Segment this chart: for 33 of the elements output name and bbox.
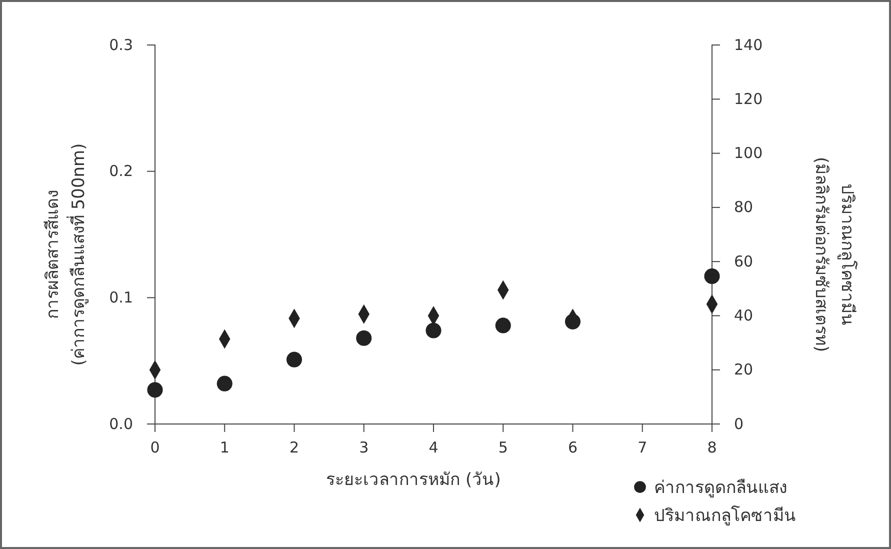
legend-label: ค่าการดูดกลืนแสง (654, 478, 787, 498)
point (704, 268, 720, 284)
x-tick-label: 5 (498, 438, 508, 457)
point (356, 330, 372, 346)
y-tick-label: 0.3 (109, 36, 133, 54)
x-tick-label: 6 (568, 438, 578, 457)
point (286, 352, 302, 368)
y2-tick-label: 80 (734, 198, 754, 216)
y-axis-title: การผลิตสารสีแดง (ค่าการดูดกลืนแสงที่ 500nm) (43, 143, 89, 366)
y2-tick-label: 120 (734, 90, 763, 108)
x-axis-title: ระยะเวลาการหมัก (วัน) (326, 470, 501, 490)
y2-tick-label: 60 (734, 252, 754, 270)
x-tick-label: 0 (150, 438, 160, 457)
point (495, 318, 511, 334)
y2-tick-label: 100 (734, 144, 763, 162)
y-tick-label: 0.0 (109, 414, 133, 433)
x-tick-label: 2 (289, 438, 300, 457)
x-tick-label: 4 (428, 438, 438, 457)
x-tick-label: 3 (359, 438, 369, 457)
point (216, 376, 232, 392)
x-tick-label: 7 (638, 438, 648, 457)
y-tick-label: 0.1 (109, 288, 133, 306)
x-tick-label: 1 (220, 438, 230, 457)
point (426, 322, 442, 338)
y2-tick-label: 40 (734, 306, 754, 325)
legend-label: ปริมาณกลูโคซามีน (654, 504, 796, 526)
y2-tick-label: 20 (734, 360, 754, 379)
y2-tick-label: 0 (734, 414, 744, 433)
y2-tick-label: 140 (734, 36, 763, 54)
x-tick-label: 8 (707, 438, 717, 457)
point (147, 382, 163, 398)
y2-axis-title: ปริมาณกลูโคซามีน (มิลลิกรัมต่อกรัมซับสเตรท) (811, 156, 858, 352)
y-tick-label: 0.2 (109, 162, 133, 180)
